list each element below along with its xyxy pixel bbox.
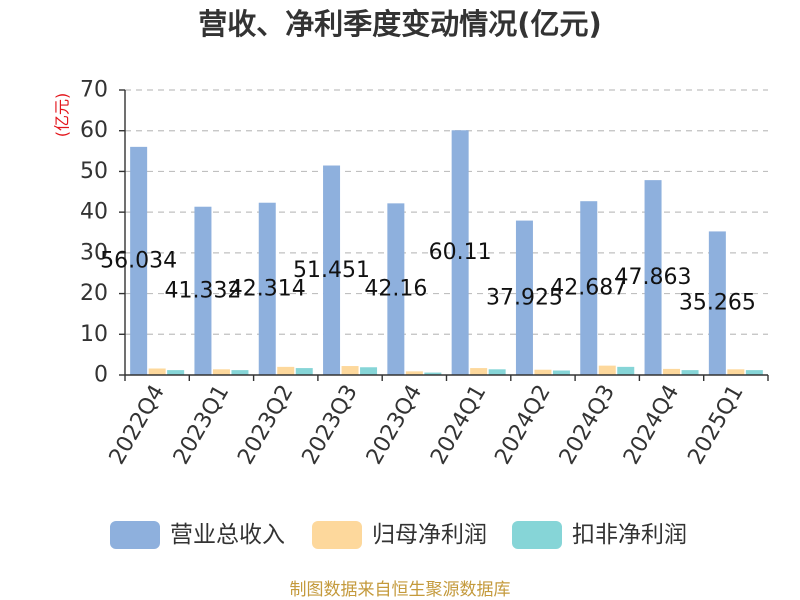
y-tick-label: 50 [80,159,108,184]
data-label: 42.687 [550,276,627,301]
data-label: 56.034 [100,248,177,273]
revenue-bar [323,165,341,375]
net-profit-bar [148,368,166,375]
chart-title: 营收、净利季度变动情况(亿元) [198,7,602,41]
legend-item-net-profit[interactable]: 归母净利润 [312,521,487,549]
y-axis-label: (亿元) [53,93,72,138]
data-label: 47.863 [615,265,692,290]
data-label: 37.925 [486,285,563,310]
deducted-net-profit-bar [681,370,699,375]
deducted-net-profit-bar [360,367,378,375]
deducted-net-profit-bar [617,366,635,375]
net-profit-bar [341,366,359,375]
legend: 营业总收入 归母净利润 扣非净利润 [110,521,687,549]
legend-label-revenue: 营业总收入 [170,522,285,548]
y-tick-label: 20 [80,281,108,306]
deducted-net-profit-bar [488,369,506,375]
revenue-bar [194,206,212,375]
legend-swatch-deducted-net-profit [512,521,562,549]
revenue-bar [258,202,276,375]
revenue-bar [515,220,533,375]
revenue-bar [387,203,405,375]
legend-label-deducted-net-profit: 扣非净利润 [572,522,687,548]
revenue-bar [451,130,469,375]
deducted-net-profit-bar [424,372,442,375]
data-label: 51.451 [293,258,370,283]
net-profit-bar [598,365,616,375]
legend-item-revenue[interactable]: 营业总收入 [110,521,285,549]
revenue-bar [580,201,598,375]
deducted-net-profit-bar [167,370,185,375]
legend-label-net-profit: 归母净利润 [372,522,487,548]
y-tick-label: 10 [80,322,108,347]
data-label: 42.314 [229,276,306,301]
data-label: 60.11 [429,240,492,265]
y-tick-label: 30 [80,240,108,265]
net-profit-bar [405,371,423,375]
deducted-net-profit-bar [295,368,313,375]
legend-swatch-net-profit [312,521,362,549]
y-tick-label: 0 [94,363,108,388]
revenue-bar [644,180,662,375]
net-profit-bar [277,366,295,375]
y-tick-label: 40 [80,200,108,225]
data-label: 42.16 [364,277,427,302]
net-profit-bar [727,369,745,375]
deducted-net-profit-bar [552,370,570,375]
revenue-bar [130,146,148,375]
bars [130,130,763,375]
net-profit-bar [212,369,230,375]
net-profit-bar [470,368,488,375]
y-tick-label: 70 [80,78,108,103]
gridlines [125,89,768,335]
y-tick-label: 60 [80,118,108,143]
net-profit-bar [534,369,552,375]
legend-item-deducted-net-profit[interactable]: 扣非净利润 [512,521,687,549]
data-label: 41.332 [164,278,241,303]
source-note: 制图数据来自恒生聚源数据库 [290,580,511,600]
deducted-net-profit-bar [231,370,249,375]
data-label: 35.265 [679,291,756,316]
net-profit-bar [663,368,681,375]
deducted-net-profit-bar [745,370,763,375]
revenue-bar [708,231,726,375]
legend-swatch-revenue [110,521,160,549]
